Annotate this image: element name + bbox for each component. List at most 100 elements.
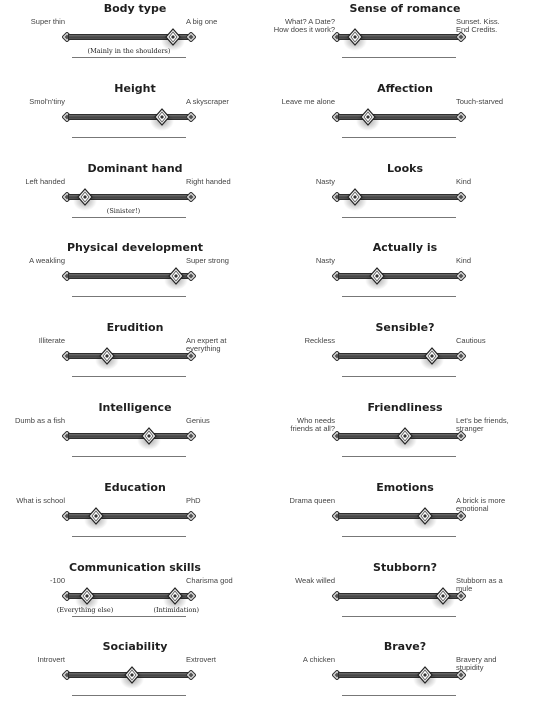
low-label-wrap: Introvert — [0, 638, 65, 678]
trait-slider[interactable] — [332, 347, 466, 370]
low-label-wrap: Leave me alone — [270, 80, 335, 120]
low-label-wrap: Weak willed — [270, 559, 335, 599]
note-line — [342, 137, 456, 138]
high-label-wrap: Sunset. Kiss. End Credits. — [456, 0, 540, 40]
trait-slider[interactable] — [62, 427, 196, 450]
slider-knob-icon[interactable] — [164, 266, 189, 290]
high-label: Super strong — [186, 256, 229, 265]
trait-slider[interactable] — [332, 28, 466, 51]
slider-knob-icon[interactable] — [356, 107, 381, 131]
trait-slider[interactable] — [332, 267, 466, 290]
low-label-wrap: Super thin — [0, 0, 65, 40]
left-column: Body type Super thin A big one (Mainly in t… — [0, 0, 270, 706]
trait-title: Sociability — [102, 640, 168, 653]
trait-slider[interactable] — [332, 188, 466, 211]
trait-note: (Mainly in the shoulders) — [87, 47, 171, 55]
low-label-wrap: Smol'n'tiny — [0, 80, 65, 120]
low-label-wrap: Nasty — [270, 239, 335, 279]
trait-slider[interactable] — [332, 427, 466, 450]
slider-knob-icon[interactable] — [120, 665, 145, 689]
high-label-wrap: Let's be friends, stranger — [456, 399, 540, 439]
trait-slider[interactable] — [62, 347, 196, 370]
slider-knob-icon[interactable] — [73, 187, 97, 211]
slider-knob-icon[interactable] — [343, 187, 367, 211]
high-label-wrap: Touch-starved — [456, 80, 540, 120]
trait-title: Education — [104, 481, 166, 494]
trait-title: Intelligence — [98, 401, 172, 414]
note-line — [342, 57, 456, 58]
trait-title: Sense of romance — [349, 2, 461, 15]
trait-block: Emotions Drama queen A brick is more emoti… — [270, 479, 540, 559]
high-label-wrap: Genius — [186, 399, 270, 439]
high-label-wrap: PhD — [186, 479, 270, 519]
trait-block: Erudition Illiterate An expert at everythi… — [0, 319, 270, 399]
note-line — [72, 376, 186, 377]
trait-slider[interactable] — [62, 587, 196, 610]
slider-end-right-icon — [456, 351, 466, 361]
slider-end-right-icon — [456, 271, 466, 281]
low-label: Illiterate — [38, 336, 65, 345]
slider-track — [338, 273, 460, 279]
slider-end-right-icon — [456, 670, 466, 680]
slider-end-right-icon — [456, 591, 466, 601]
trait-title: Sensible? — [375, 321, 435, 334]
trait-title: Height — [114, 82, 156, 95]
slider-knob-icon[interactable] — [420, 346, 444, 370]
slider-knob-icon[interactable] — [343, 27, 367, 51]
low-label: Left handed — [25, 177, 65, 186]
trait-block: Communication skills -100 Charisma god (Eve… — [0, 559, 270, 639]
trait-block: Affection Leave me alone Touch-starved — [270, 80, 540, 160]
trait-slider[interactable] — [332, 587, 466, 610]
low-label: Dumb as a fish — [14, 416, 65, 425]
slider-knob-icon[interactable] — [84, 506, 108, 530]
trait-slider[interactable] — [62, 108, 196, 131]
trait-block: Education What is school PhD — [0, 479, 270, 559]
note-line — [342, 217, 456, 218]
trait-slider[interactable] — [62, 507, 196, 530]
trait-title: Stubborn? — [373, 561, 437, 574]
trait-note: (Everything else) — [56, 606, 114, 614]
high-label: Extrovert — [186, 655, 217, 664]
low-label: Weak willed — [295, 576, 335, 585]
trait-slider[interactable] — [332, 507, 466, 530]
note-line — [72, 695, 186, 696]
trait-slider[interactable] — [62, 666, 196, 689]
slider-end-right-icon — [186, 351, 196, 361]
trait-slider[interactable] — [332, 666, 466, 689]
trait-title: Body type — [103, 2, 167, 15]
high-label: A big one — [186, 17, 218, 26]
slider-knob-icon[interactable] — [392, 426, 417, 450]
trait-slider[interactable] — [332, 108, 466, 131]
high-label-wrap: Kind — [456, 239, 540, 279]
high-label-wrap: A brick is more emotional — [456, 479, 540, 519]
trait-block: Body type Super thin A big one (Mainly in t… — [0, 0, 270, 80]
slider-knob-icon[interactable] — [413, 506, 438, 530]
trait-slider[interactable] — [62, 188, 196, 211]
low-label: Smol'n'tiny — [29, 97, 65, 106]
slider-knob-icon[interactable] — [161, 27, 185, 51]
high-label-wrap: Kind — [456, 160, 540, 200]
high-label: A brick is more emotional — [456, 496, 506, 513]
slider-knob-icon[interactable] — [365, 266, 389, 290]
slider-knob-icon[interactable] — [431, 586, 455, 610]
low-label: Nasty — [315, 256, 335, 265]
low-label-wrap: Nasty — [270, 160, 335, 200]
slider-end-right-icon — [186, 670, 196, 680]
low-label-wrap: What? A Date? How does it work? — [270, 0, 335, 40]
slider-knob-icon[interactable] — [413, 665, 438, 689]
low-label-wrap: A weakling — [0, 239, 65, 279]
high-label-wrap: A skyscraper — [186, 80, 270, 120]
slider-knob-icon[interactable] — [95, 346, 119, 370]
trait-slider[interactable] — [62, 28, 196, 51]
slider-knob-icon[interactable] — [150, 107, 174, 131]
slider-knob-icon[interactable] — [75, 586, 100, 610]
slider-end-right-icon — [186, 192, 196, 202]
trait-slider[interactable] — [62, 267, 196, 290]
slider-end-right-icon — [186, 271, 196, 281]
slider-knob-icon[interactable] — [136, 426, 161, 450]
slider-knob-icon[interactable] — [163, 586, 188, 610]
slider-end-right-icon — [456, 192, 466, 202]
high-label-wrap: Bravery and stupidity — [456, 638, 540, 678]
low-label: Who needs friends at all? — [290, 416, 335, 433]
high-label: Genius — [186, 416, 210, 425]
